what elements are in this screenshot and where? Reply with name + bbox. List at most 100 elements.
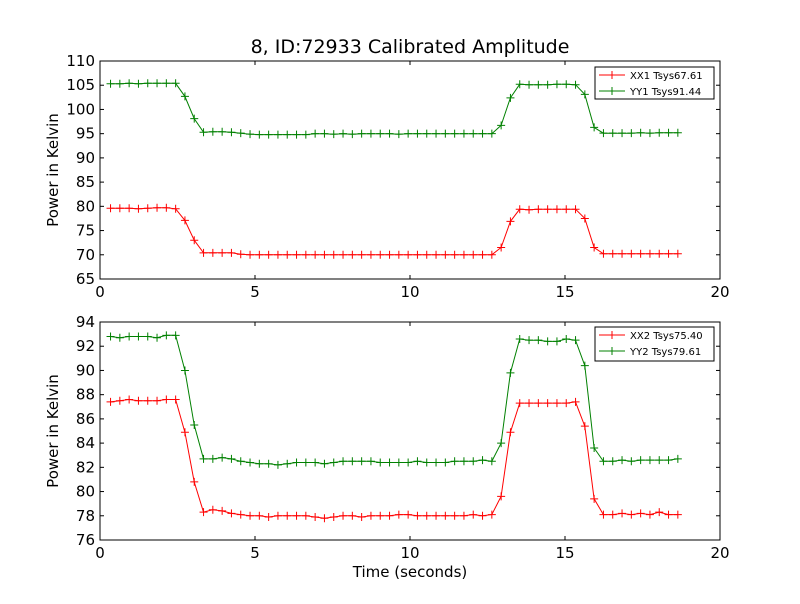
legend-box — [594, 66, 715, 100]
data-point — [199, 508, 208, 517]
data-point — [311, 512, 320, 521]
data-point — [459, 457, 468, 466]
data-point — [339, 129, 348, 138]
data-point — [301, 458, 310, 467]
data-point — [394, 130, 403, 139]
data-point — [404, 250, 413, 259]
data-point — [227, 128, 236, 137]
data-point — [339, 250, 348, 259]
data-point — [413, 511, 422, 520]
data-point — [190, 236, 199, 245]
data-point — [236, 457, 245, 466]
data-point — [283, 511, 292, 520]
data-point — [543, 337, 552, 346]
y-axis-label: Power in Kelvin — [44, 113, 62, 227]
data-point — [180, 366, 189, 375]
data-point — [478, 250, 487, 259]
data-point — [590, 123, 599, 132]
data-point — [329, 458, 338, 467]
data-point — [599, 510, 608, 519]
series-2 — [106, 79, 682, 139]
data-point — [218, 453, 227, 462]
data-point — [636, 456, 645, 465]
data-point — [264, 459, 273, 468]
y-tick-label: 84 — [76, 434, 95, 452]
data-point — [106, 332, 115, 341]
data-point — [153, 333, 162, 342]
y-tick-label: 94 — [76, 313, 95, 331]
data-point — [599, 129, 608, 138]
data-point — [515, 80, 524, 89]
data-point — [153, 79, 162, 88]
x-axis-label: Time (seconds) — [352, 563, 468, 581]
data-point — [357, 250, 366, 259]
x-tick-label: 15 — [555, 544, 574, 562]
data-point — [143, 79, 152, 88]
data-point — [311, 458, 320, 467]
data-point — [162, 331, 171, 340]
data-point — [366, 457, 375, 466]
data-point — [357, 512, 366, 521]
data-point — [552, 399, 561, 408]
data-point — [608, 129, 617, 138]
legend-label: YY1 Tsys91.44 — [629, 87, 701, 98]
legend-marker — [608, 87, 616, 95]
data-point — [422, 250, 431, 259]
data-point — [218, 127, 227, 136]
data-point — [645, 129, 654, 138]
data-point — [106, 397, 115, 406]
data-point — [143, 332, 152, 341]
data-point — [441, 129, 450, 138]
data-point — [608, 457, 617, 466]
data-point — [543, 205, 552, 214]
data-point — [329, 130, 338, 139]
data-point — [534, 336, 543, 345]
data-point — [552, 80, 561, 89]
data-point — [162, 395, 171, 404]
data-point — [339, 457, 348, 466]
data-point — [208, 505, 217, 514]
data-point — [459, 129, 468, 138]
data-point — [571, 336, 580, 345]
data-point — [320, 250, 329, 259]
data-point — [385, 250, 394, 259]
data-point — [320, 459, 329, 468]
data-point — [525, 205, 534, 214]
data-point — [497, 121, 506, 130]
data-point — [478, 456, 487, 465]
data-point — [571, 205, 580, 214]
y-tick-label: 100 — [66, 100, 95, 118]
data-point — [450, 250, 459, 259]
plot-panel-2: 0 5 10 15 20 76 78 80 82 84 86 88 90 92 94 Power in Kel… — [44, 313, 730, 581]
data-point — [348, 457, 357, 466]
data-point — [608, 249, 617, 258]
data-point — [218, 248, 227, 257]
data-point — [311, 129, 320, 138]
data-point — [534, 80, 543, 89]
legend: XX1 Tsys67.61 YY1 Tsys91.44 — [594, 66, 715, 100]
data-point — [339, 511, 348, 520]
data-point — [515, 334, 524, 343]
data-point — [422, 511, 431, 520]
data-point — [618, 509, 627, 518]
data-point — [636, 509, 645, 518]
data-point — [599, 457, 608, 466]
data-point — [255, 511, 264, 520]
data-point — [125, 395, 134, 404]
data-point — [636, 128, 645, 137]
x-tick-label: 15 — [555, 283, 574, 301]
data-point — [515, 205, 524, 214]
data-point — [432, 250, 441, 259]
data-point — [441, 511, 450, 520]
data-point — [655, 456, 664, 465]
data-point — [376, 511, 385, 520]
data-point — [376, 458, 385, 467]
data-point — [469, 129, 478, 138]
data-point — [459, 250, 468, 259]
data-point — [301, 130, 310, 139]
data-point — [273, 511, 282, 520]
data-point — [655, 128, 664, 137]
data-point — [404, 129, 413, 138]
data-point — [329, 512, 338, 521]
